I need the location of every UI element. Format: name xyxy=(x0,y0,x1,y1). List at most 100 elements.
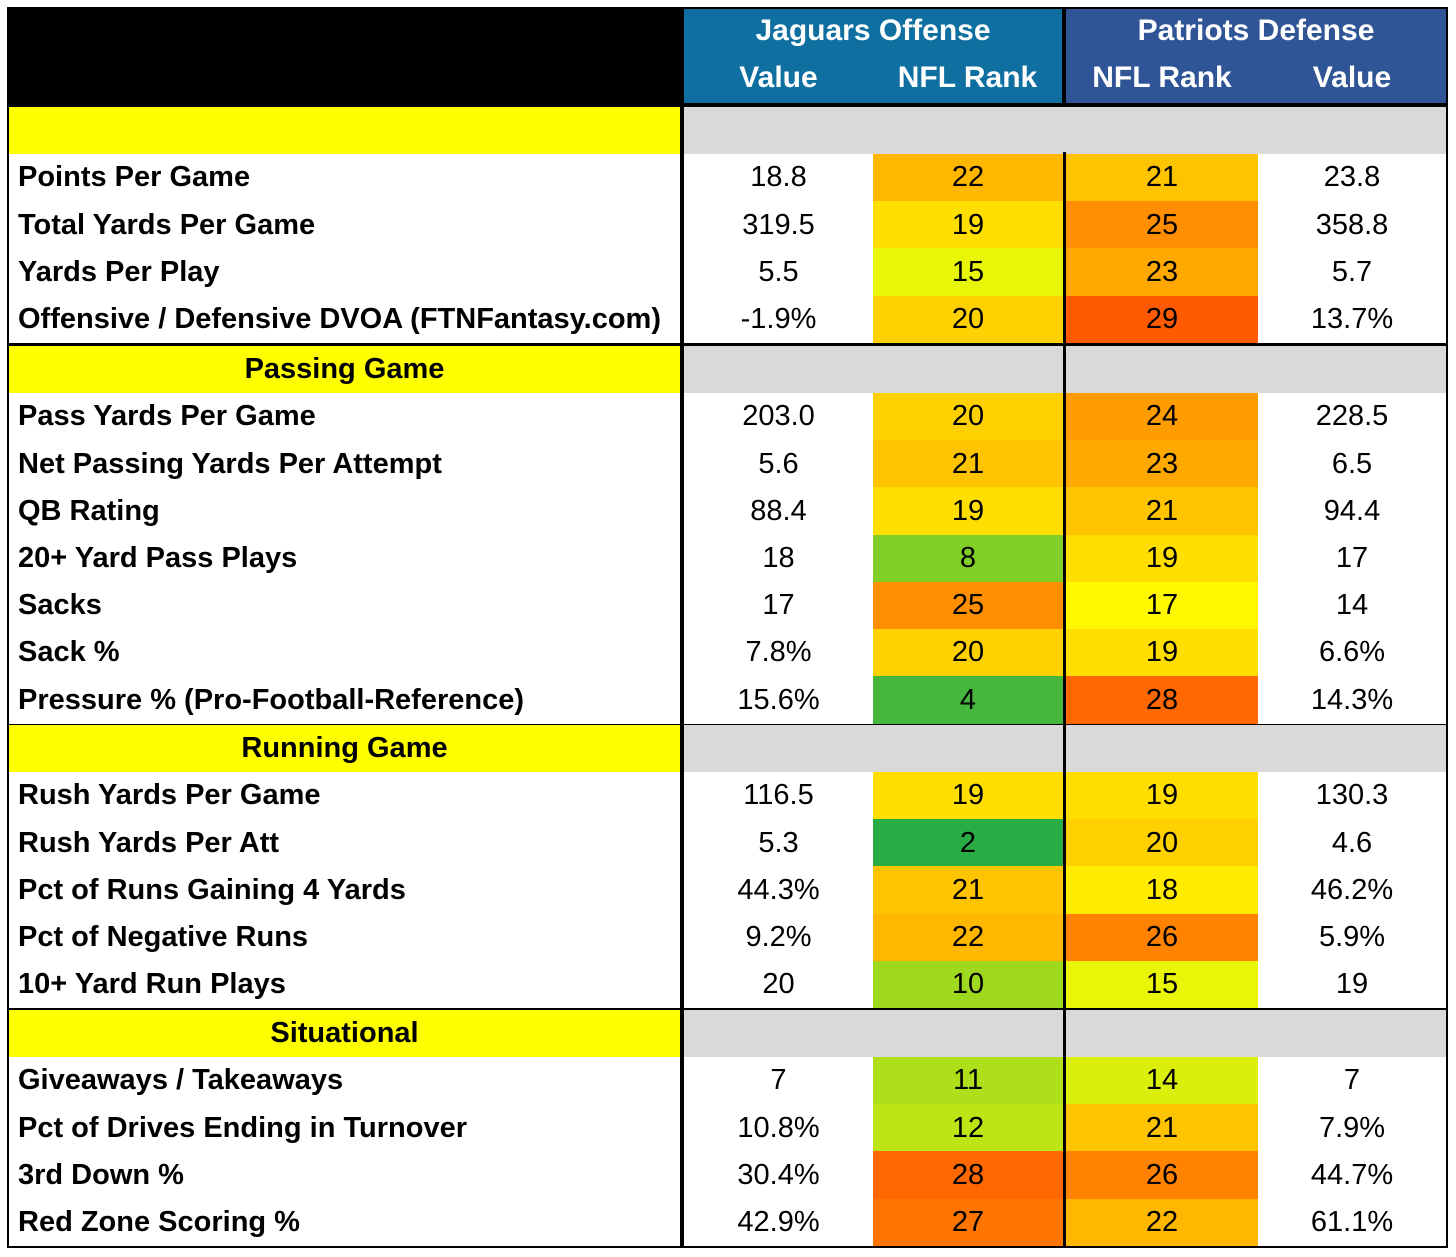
jaguars-value: 9.2% xyxy=(684,913,873,962)
patriots-value: 7 xyxy=(1258,1057,1446,1105)
patriots-rank: 14 xyxy=(1066,1057,1258,1105)
patriots-rank: 17 xyxy=(1066,581,1258,630)
stat-label: Pct of Negative Runs xyxy=(9,913,680,962)
stat-label: Red Zone Scoring % xyxy=(9,1198,680,1247)
stat-label: Rush Yards Per Game xyxy=(9,772,680,820)
jaguars-value: 20 xyxy=(684,960,873,1009)
jaguars-rank: 4 xyxy=(873,676,1063,724)
patriots-rank: 21 xyxy=(1066,487,1258,536)
stat-label: Sacks xyxy=(9,581,680,630)
jaguars-rank: 27 xyxy=(873,1198,1063,1247)
stats-table: Jaguars Offense Value NFL Rank Patriots … xyxy=(7,7,1448,1248)
stat-label: Pressure % (Pro-Football-Reference) xyxy=(9,676,680,724)
patriots-rank: 21 xyxy=(1066,1104,1258,1152)
patriots-value: 7.9% xyxy=(1258,1104,1446,1152)
jaguars-value: -1.9% xyxy=(684,295,873,344)
section-fill xyxy=(684,107,1446,154)
jaguars-rank: 21 xyxy=(873,440,1063,488)
patriots-value-header: Value xyxy=(1258,53,1446,103)
jaguars-rank: 10 xyxy=(873,960,1063,1009)
jaguars-value: 5.3 xyxy=(684,819,873,867)
section-title: Passing Game xyxy=(9,346,680,393)
jaguars-value: 10.8% xyxy=(684,1104,873,1152)
patriots-rank: 20 xyxy=(1066,819,1258,867)
jaguars-rank: 28 xyxy=(873,1151,1063,1200)
patriots-rank: 24 xyxy=(1066,393,1258,441)
patriots-rank: 26 xyxy=(1066,913,1258,962)
header-blank xyxy=(7,7,682,105)
stat-label: Net Passing Yards Per Attempt xyxy=(9,440,680,488)
patriots-rank: 29 xyxy=(1066,295,1258,344)
patriots-value: 6.5 xyxy=(1258,440,1446,488)
patriots-value: 6.6% xyxy=(1258,629,1446,677)
patriots-rank: 15 xyxy=(1066,960,1258,1009)
jaguars-header: Jaguars Offense xyxy=(684,9,1062,53)
jaguars-rank-header: NFL Rank xyxy=(873,53,1062,103)
jaguars-value: 5.6 xyxy=(684,440,873,488)
jaguars-rank: 22 xyxy=(873,913,1063,962)
patriots-rank: 21 xyxy=(1066,154,1258,202)
jaguars-rank: 8 xyxy=(873,534,1063,583)
patriots-rank: 19 xyxy=(1066,534,1258,583)
jaguars-rank: 20 xyxy=(873,393,1063,441)
stat-label: Pct of Drives Ending in Turnover xyxy=(9,1104,680,1152)
patriots-value: 228.5 xyxy=(1258,393,1446,441)
patriots-value: 5.9% xyxy=(1258,913,1446,962)
stat-label: 3rd Down % xyxy=(9,1151,680,1200)
section-title: Running Game xyxy=(9,725,680,772)
patriots-value: 19 xyxy=(1258,960,1446,1009)
jaguars-rank: 19 xyxy=(873,772,1063,820)
stat-label: Giveaways / Takeaways xyxy=(9,1057,680,1105)
jaguars-rank: 20 xyxy=(873,295,1063,344)
patriots-value: 94.4 xyxy=(1258,487,1446,536)
stat-label: Pct of Runs Gaining 4 Yards xyxy=(9,866,680,915)
jaguars-value: 42.9% xyxy=(684,1198,873,1247)
jaguars-rank: 22 xyxy=(873,154,1063,202)
jaguars-rank: 12 xyxy=(873,1104,1063,1152)
jaguars-rank: 25 xyxy=(873,581,1063,630)
jaguars-rank: 11 xyxy=(873,1057,1063,1105)
section-title xyxy=(9,107,680,154)
patriots-value: 17 xyxy=(1258,534,1446,583)
jaguars-value: 7.8% xyxy=(684,629,873,677)
jaguars-rank: 15 xyxy=(873,248,1063,297)
stat-label: Offensive / Defensive DVOA (FTNFantasy.c… xyxy=(9,295,680,344)
jaguars-rank: 21 xyxy=(873,866,1063,915)
jaguars-rank: 20 xyxy=(873,629,1063,677)
patriots-value: 358.8 xyxy=(1258,201,1446,249)
patriots-rank: 28 xyxy=(1066,676,1258,724)
jaguars-value: 44.3% xyxy=(684,866,873,915)
patriots-rank: 19 xyxy=(1066,772,1258,820)
patriots-value: 14 xyxy=(1258,581,1446,630)
jaguars-value: 17 xyxy=(684,581,873,630)
patriots-rank: 18 xyxy=(1066,866,1258,915)
jaguars-value: 116.5 xyxy=(684,772,873,820)
stat-label: 10+ Yard Run Plays xyxy=(9,960,680,1009)
jaguars-value: 7 xyxy=(684,1057,873,1105)
jaguars-value: 88.4 xyxy=(684,487,873,536)
patriots-rank: 23 xyxy=(1066,440,1258,488)
stat-label: Pass Yards Per Game xyxy=(9,393,680,441)
patriots-rank: 25 xyxy=(1066,201,1258,249)
patriots-value: 5.7 xyxy=(1258,248,1446,297)
stat-label: QB Rating xyxy=(9,487,680,536)
stat-label: Sack % xyxy=(9,629,680,677)
jaguars-value: 5.5 xyxy=(684,248,873,297)
patriots-value: 4.6 xyxy=(1258,819,1446,867)
stat-label: Points Per Game xyxy=(9,154,680,202)
stat-label: 20+ Yard Pass Plays xyxy=(9,534,680,583)
jaguars-value: 30.4% xyxy=(684,1151,873,1200)
stat-label: Total Yards Per Game xyxy=(9,201,680,249)
patriots-rank-header: NFL Rank xyxy=(1066,53,1258,103)
jaguars-value: 203.0 xyxy=(684,393,873,441)
jaguars-value: 15.6% xyxy=(684,676,873,724)
jaguars-rank: 19 xyxy=(873,487,1063,536)
jaguars-value: 18.8 xyxy=(684,154,873,202)
section-title: Situational xyxy=(9,1010,680,1057)
patriots-header: Patriots Defense xyxy=(1066,9,1446,53)
stat-label: Yards Per Play xyxy=(9,248,680,297)
patriots-value: 23.8 xyxy=(1258,154,1446,202)
patriots-value: 44.7% xyxy=(1258,1151,1446,1200)
patriots-value: 13.7% xyxy=(1258,295,1446,344)
jaguars-value: 319.5 xyxy=(684,201,873,249)
